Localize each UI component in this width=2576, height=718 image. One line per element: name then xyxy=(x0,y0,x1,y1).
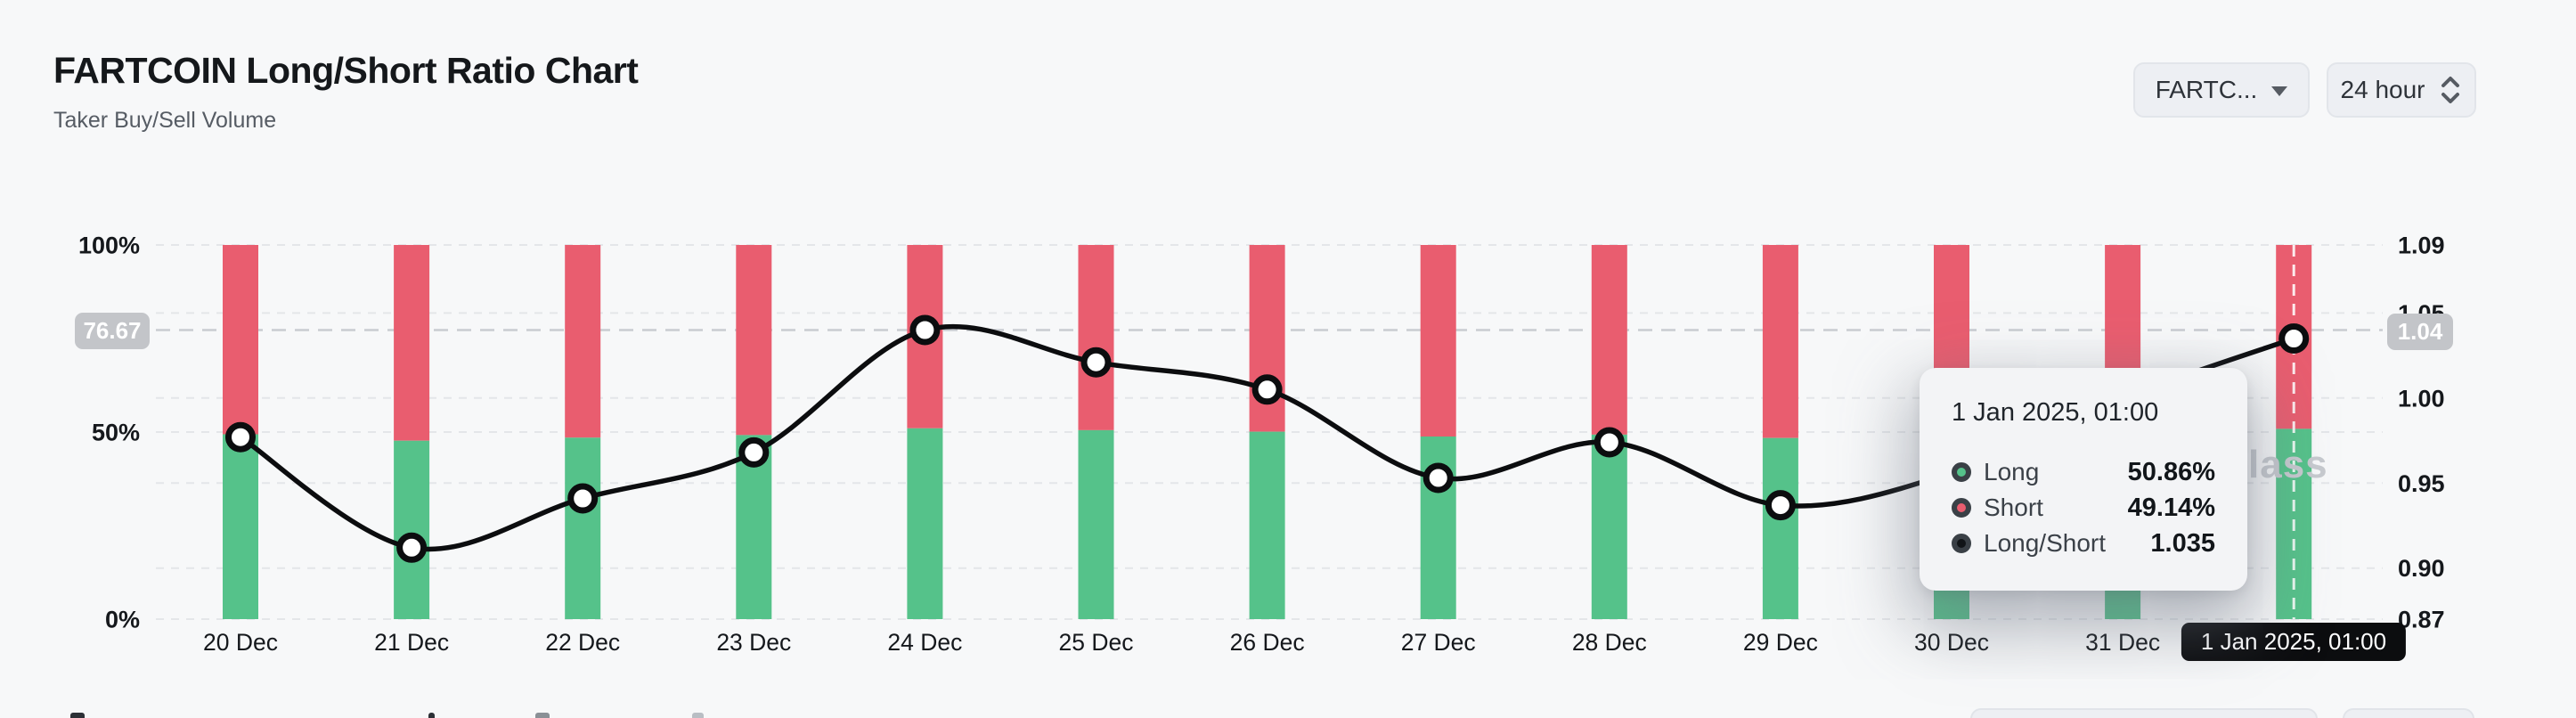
short-volume-bar[interactable] xyxy=(1762,245,1798,438)
ratio-data-point-marker[interactable] xyxy=(1765,490,1796,521)
symbol-select-label: FARTC... xyxy=(2155,76,2258,103)
long-volume-bar[interactable] xyxy=(394,440,430,619)
x-axis-tick: 23 Dec xyxy=(716,629,791,656)
long-volume-bar[interactable] xyxy=(565,437,601,619)
long-short-series-icon xyxy=(1952,534,1971,553)
tooltip-value: 50.86% xyxy=(2127,457,2215,486)
ratio-data-point-marker[interactable] xyxy=(738,437,770,468)
symbol-select[interactable]: FARTC... xyxy=(2133,62,2310,118)
tooltip-row-short: Short 49.14% xyxy=(1952,490,2215,526)
y-axis-tick-right: 0.95 xyxy=(2398,470,2445,497)
x-axis-tick: 27 Dec xyxy=(1401,629,1476,656)
tooltip-value: 1.035 xyxy=(2150,528,2215,558)
x-axis-tick: 21 Dec xyxy=(374,629,449,656)
tooltip-row-ratio: Long/Short 1.035 xyxy=(1952,526,2215,561)
page-subtitle: Taker Buy/Sell Volume xyxy=(53,108,277,133)
cutoff-text-fragment xyxy=(70,713,85,718)
tooltip-label: Short xyxy=(1984,494,2043,521)
short-volume-bar[interactable] xyxy=(736,245,772,436)
y-axis-tick-right: 1.00 xyxy=(2398,385,2445,412)
interval-select-label: 24 hour xyxy=(2340,76,2425,103)
short-volume-bar[interactable] xyxy=(565,245,601,438)
x-axis-tick: 31 Dec xyxy=(2085,629,2160,656)
watermark-text-fragment: lass xyxy=(2248,443,2328,486)
ratio-data-point-marker[interactable] xyxy=(1594,427,1625,458)
ratio-data-point-marker[interactable] xyxy=(2278,323,2310,354)
ratio-data-point-marker[interactable] xyxy=(1423,462,1454,494)
tooltip-date: 1 Jan 2025, 01:00 xyxy=(1952,398,2159,427)
x-axis-tick: 28 Dec xyxy=(1572,629,1647,656)
y-axis-tick-left: 50% xyxy=(92,420,140,446)
short-volume-bar[interactable] xyxy=(1078,245,1114,430)
long-volume-bar[interactable] xyxy=(1762,437,1798,619)
cutoff-text-fragment xyxy=(535,713,550,718)
long-volume-bar[interactable] xyxy=(1591,434,1627,619)
crosshair-left-value-badge: 76.67 xyxy=(75,313,150,349)
long-volume-bar[interactable] xyxy=(223,434,258,620)
long-series-icon xyxy=(1952,462,1971,482)
tooltip-value: 49.14% xyxy=(2127,493,2215,522)
x-axis-tick: 22 Dec xyxy=(545,629,620,656)
x-axis-tick: 26 Dec xyxy=(1230,629,1305,656)
crosshair-date-badge: 1 Jan 2025, 01:00 xyxy=(2181,623,2407,661)
long-volume-bar[interactable] xyxy=(907,428,943,619)
cutoff-text-fragment xyxy=(428,713,435,718)
chart-tooltip: 1 Jan 2025, 01:00 Long 50.86% Short 49.1… xyxy=(1920,368,2247,591)
page-title: FARTCOIN Long/Short Ratio Chart xyxy=(53,50,639,91)
ratio-data-point-marker[interactable] xyxy=(1080,347,1112,378)
ratio-data-point-marker[interactable] xyxy=(225,421,256,453)
ratio-data-point-marker[interactable] xyxy=(1251,374,1283,405)
short-volume-bar[interactable] xyxy=(1420,245,1456,437)
cutoff-text-fragment xyxy=(692,713,704,718)
short-series-icon xyxy=(1952,498,1971,518)
x-axis-tick: 30 Dec xyxy=(1914,629,1989,656)
tooltip-label: Long xyxy=(1984,458,2040,485)
x-axis-tick: 25 Dec xyxy=(1059,629,1134,656)
y-axis-tick-right: 1.09 xyxy=(2398,233,2445,259)
up-down-chevrons-icon xyxy=(2439,74,2462,106)
tooltip-row-long: Long 50.86% xyxy=(1952,454,2215,490)
long-volume-bar[interactable] xyxy=(1078,429,1114,619)
y-axis-tick-right: 0.90 xyxy=(2398,555,2445,582)
caret-down-icon xyxy=(2271,86,2288,96)
long-volume-bar[interactable] xyxy=(1249,431,1285,619)
x-axis-tick: 29 Dec xyxy=(1743,629,1818,656)
x-axis-tick: 20 Dec xyxy=(203,629,278,656)
crosshair-right-value-badge: 1.04 xyxy=(2387,314,2453,350)
x-axis-tick: 24 Dec xyxy=(887,629,962,656)
short-volume-bar[interactable] xyxy=(394,245,430,441)
short-volume-bar[interactable] xyxy=(1591,245,1627,435)
interval-select[interactable]: 24 hour xyxy=(2327,62,2476,118)
ratio-data-point-marker[interactable] xyxy=(396,532,428,563)
y-axis-tick-left: 100% xyxy=(78,233,140,259)
y-axis-tick-left: 0% xyxy=(105,607,140,633)
ratio-data-point-marker[interactable] xyxy=(567,483,599,514)
short-volume-bar[interactable] xyxy=(223,245,258,435)
ratio-data-point-marker[interactable] xyxy=(909,314,941,346)
tooltip-label: Long/Short xyxy=(1984,529,2106,557)
